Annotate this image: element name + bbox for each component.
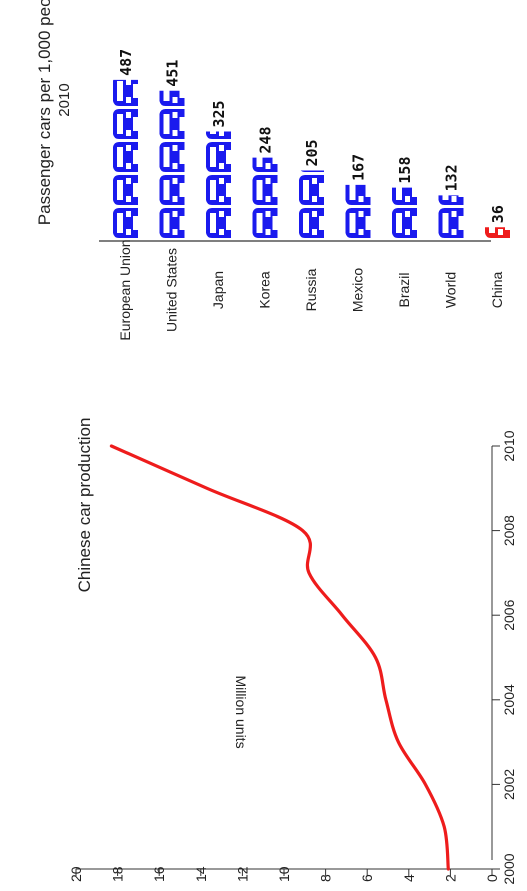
value-label: 325 — [210, 100, 228, 127]
value-label: 487 — [117, 49, 135, 76]
car-icon — [206, 142, 231, 172]
car-icon — [159, 175, 185, 205]
y-tick-label: 10 — [276, 866, 292, 882]
x-tick-label: 2006 — [501, 599, 517, 630]
icon-chart-title: Passenger cars per 1,000 people — [35, 0, 54, 225]
car-icon — [392, 208, 417, 238]
x-tick-label: 2008 — [501, 515, 517, 546]
line-chart-title: Chinese car production — [75, 418, 94, 593]
line-chart: Chinese car production Million units 200… — [68, 418, 517, 885]
car-icon — [113, 175, 138, 205]
y-axis-label: Million units — [233, 675, 249, 748]
y-tick-label: 20 — [68, 866, 84, 882]
category-label: European Union — [117, 239, 133, 340]
y-tick-label: 6 — [359, 874, 375, 882]
car-icon — [345, 208, 371, 238]
value-label: 36 — [489, 205, 507, 223]
category-label: Brazil — [396, 272, 412, 307]
category-label: Japan — [210, 271, 226, 309]
x-tick-label: 2002 — [501, 769, 517, 800]
category-label: China — [489, 272, 505, 309]
car-icon — [252, 208, 278, 238]
value-label: 248 — [257, 127, 275, 154]
car-icon — [438, 208, 464, 238]
car-icon — [252, 175, 278, 205]
car-icon — [206, 208, 231, 238]
category-label: Korea — [257, 271, 273, 309]
x-tick-label: 2004 — [501, 684, 517, 715]
value-label: 167 — [350, 154, 368, 181]
y-tick-label: 2 — [442, 874, 458, 882]
car-icon — [299, 208, 324, 238]
car-icon — [113, 208, 138, 238]
car-icon — [113, 109, 138, 139]
category-label: United States — [164, 248, 180, 332]
icon-chart: Passenger cars per 1,000 people 2010 Eur… — [35, 0, 510, 341]
car-icon — [159, 208, 185, 238]
y-tick-label: 4 — [401, 874, 417, 882]
icon-chart-subtitle: 2010 — [56, 83, 73, 116]
category-label: World — [443, 272, 459, 308]
x-tick-label: 2010 — [501, 430, 517, 461]
y-tick-label: 18 — [110, 866, 126, 882]
y-tick-label: 16 — [151, 866, 167, 882]
car-icon — [113, 142, 138, 172]
y-tick-label: 0 — [484, 874, 500, 882]
category-label: Russia — [303, 268, 319, 311]
car-icon — [159, 109, 185, 139]
car-icon — [206, 175, 231, 205]
series-line — [109, 444, 450, 871]
car-icon — [299, 175, 324, 205]
y-tick-label: 12 — [234, 866, 250, 882]
y-tick-label: 8 — [318, 874, 334, 882]
car-icon — [159, 142, 185, 172]
category-label: Mexico — [350, 268, 366, 313]
value-label: 132 — [443, 164, 461, 191]
car-icon — [113, 79, 138, 106]
value-label: 205 — [303, 139, 321, 166]
x-tick-label: 2000 — [501, 853, 517, 884]
value-label: 451 — [164, 60, 182, 87]
y-tick-label: 14 — [193, 866, 209, 882]
value-label: 158 — [396, 157, 414, 184]
